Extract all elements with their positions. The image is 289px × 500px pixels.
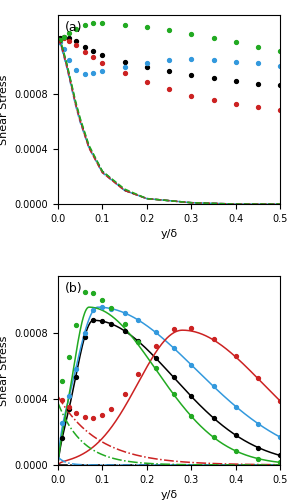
Y-axis label: Shear Stress: Shear Stress xyxy=(0,336,9,406)
Y-axis label: Shear Stress: Shear Stress xyxy=(0,74,9,144)
Text: (a): (a) xyxy=(64,20,82,34)
X-axis label: y/δ: y/δ xyxy=(160,490,178,500)
X-axis label: y/δ: y/δ xyxy=(160,230,178,239)
Text: (b): (b) xyxy=(64,282,82,294)
